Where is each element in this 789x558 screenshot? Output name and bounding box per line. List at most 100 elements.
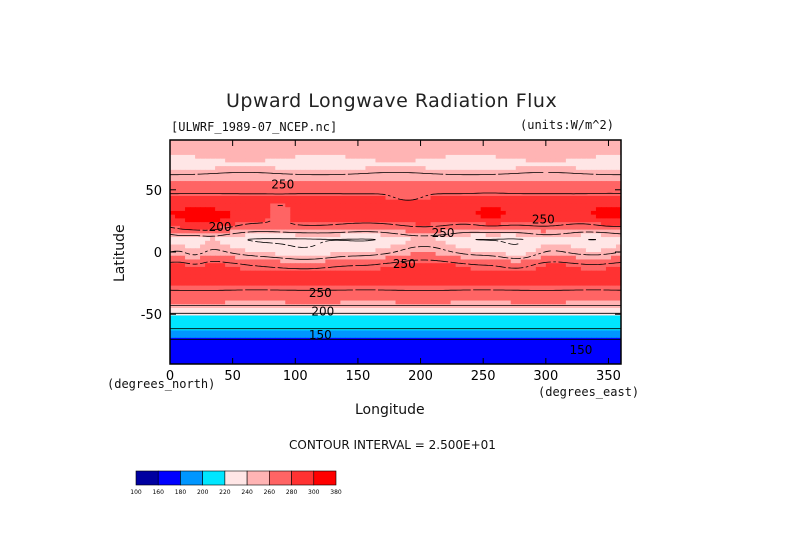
heatmap-cell xyxy=(475,311,482,317)
heatmap-cell xyxy=(595,296,602,302)
heatmap-cell xyxy=(485,281,492,287)
heatmap-cell xyxy=(235,225,241,231)
heatmap-cell xyxy=(505,300,512,305)
heatmap-cell xyxy=(370,259,377,264)
heatmap-cell xyxy=(360,319,367,324)
heatmap-cell xyxy=(230,278,236,283)
heatmap-cell xyxy=(580,173,587,178)
heatmap-cell xyxy=(580,229,587,234)
heatmap-cell xyxy=(230,154,236,160)
heatmap-cell xyxy=(420,166,427,171)
heatmap-cell xyxy=(380,322,387,328)
heatmap-cell xyxy=(565,252,572,257)
heatmap-cell xyxy=(205,274,211,279)
heatmap-cell xyxy=(600,289,607,294)
heatmap-cell xyxy=(190,199,196,205)
heatmap-cell xyxy=(495,278,502,283)
heatmap-cell xyxy=(490,233,497,238)
heatmap-cell xyxy=(260,315,266,320)
heatmap-cell xyxy=(175,181,181,186)
heatmap-cell xyxy=(610,140,617,145)
heatmap-cell xyxy=(485,184,492,190)
heatmap-cell xyxy=(195,207,201,212)
heatmap-cell xyxy=(555,308,562,313)
heatmap-cell xyxy=(310,169,316,175)
heatmap-cell xyxy=(355,181,362,186)
heatmap-cell xyxy=(590,210,597,216)
heatmap-cell xyxy=(410,308,417,313)
heatmap-cell xyxy=(475,166,482,171)
heatmap-cell xyxy=(265,222,271,227)
heatmap-cell xyxy=(255,140,261,145)
heatmap-cell xyxy=(375,248,382,253)
heatmap-cell xyxy=(580,147,587,152)
heatmap-cell xyxy=(500,196,507,201)
heatmap-cell xyxy=(390,225,397,231)
heatmap-cell xyxy=(405,330,412,335)
heatmap-cell xyxy=(590,192,597,197)
heatmap-cell xyxy=(530,162,537,167)
heatmap-cell xyxy=(440,181,447,186)
heatmap-cell xyxy=(450,177,457,182)
heatmap-cell xyxy=(545,259,552,264)
heatmap-cell xyxy=(195,140,201,145)
heatmap-cell xyxy=(420,199,427,205)
heatmap-cell xyxy=(310,337,316,343)
heatmap-cell xyxy=(365,207,372,212)
heatmap-cell xyxy=(225,278,231,283)
heatmap-cell xyxy=(600,188,607,193)
heatmap-cell xyxy=(205,196,211,201)
heatmap-cell xyxy=(310,289,316,294)
heatmap-cell xyxy=(275,177,281,182)
heatmap-cell xyxy=(375,140,382,145)
heatmap-cell xyxy=(325,300,331,305)
heatmap-cell xyxy=(255,233,261,238)
heatmap-cell xyxy=(605,233,612,238)
heatmap-cell xyxy=(375,184,382,190)
heatmap-cell xyxy=(525,252,532,257)
heatmap-cell xyxy=(315,319,321,324)
heatmap-cell xyxy=(255,293,261,298)
heatmap-cell xyxy=(485,330,492,335)
heatmap-cell xyxy=(330,225,336,231)
heatmap-cell xyxy=(595,225,602,231)
heatmap-cell xyxy=(315,229,321,234)
heatmap-cell xyxy=(190,181,196,186)
heatmap-cell xyxy=(195,345,201,350)
heatmap-cell xyxy=(350,207,357,212)
heatmap-cell xyxy=(505,334,512,339)
heatmap-cell xyxy=(435,285,442,290)
heatmap-cell xyxy=(445,311,452,317)
heatmap-cell xyxy=(435,319,442,324)
heatmap-cell xyxy=(365,322,372,328)
heatmap-cell xyxy=(595,319,602,324)
heatmap-cell xyxy=(580,308,587,313)
heatmap-cell xyxy=(285,233,291,238)
heatmap-cell xyxy=(325,337,331,343)
heatmap-cell xyxy=(310,278,316,283)
heatmap-cell xyxy=(250,296,256,302)
heatmap-cell xyxy=(535,151,542,156)
heatmap-cell xyxy=(580,259,587,264)
heatmap-cell xyxy=(410,166,417,171)
heatmap-cell xyxy=(360,240,367,246)
heatmap-cell xyxy=(245,158,251,163)
heatmap-cell xyxy=(235,285,241,290)
heatmap-cell xyxy=(565,308,572,313)
heatmap-cell xyxy=(535,162,542,167)
heatmap-cell xyxy=(430,169,437,175)
heatmap-cell xyxy=(205,300,211,305)
heatmap-cell xyxy=(555,184,562,190)
heatmap-cell xyxy=(475,308,482,313)
heatmap-cell xyxy=(270,143,276,149)
heatmap-cell xyxy=(260,266,266,272)
heatmap-cell xyxy=(310,263,316,268)
heatmap-cell xyxy=(460,341,467,346)
heatmap-cell xyxy=(535,281,542,287)
heatmap-cell xyxy=(310,222,316,227)
heatmap-cell xyxy=(200,173,206,178)
heatmap-cell xyxy=(605,337,612,343)
heatmap-cell xyxy=(445,210,452,216)
heatmap-cell xyxy=(545,192,552,197)
heatmap-cell xyxy=(510,308,517,313)
